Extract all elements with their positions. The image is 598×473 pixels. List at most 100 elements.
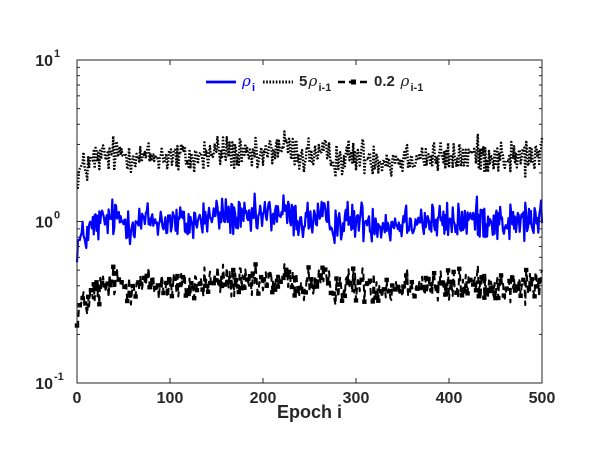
series-marker [317,273,322,278]
series-marker [205,289,211,294]
series-marker [270,289,275,295]
series-marker [166,276,172,282]
series-marker [303,290,308,295]
series-marker [518,293,523,299]
series-marker [515,286,521,291]
series-marker [136,280,141,285]
series-marker [228,279,233,285]
series-marker [264,283,269,288]
series-marker [242,285,247,290]
series-marker [401,284,406,289]
series-line-1 [76,130,544,189]
series-marker [498,273,504,278]
series-marker [116,277,122,282]
series-marker [214,278,219,283]
series-marker [409,279,414,285]
series-markers-2 [74,262,543,328]
x-tick-label: 0 [73,390,82,407]
series-marker [445,268,451,273]
series-marker [526,287,532,292]
series-marker [529,277,534,282]
series-marker [476,294,481,299]
series-marker [434,284,440,290]
series-marker [175,273,180,279]
legend-marker [351,79,356,85]
series-marker [462,289,468,294]
series-marker [203,283,208,289]
series-marker [487,288,493,294]
series-marker [426,276,431,282]
series-marker [493,295,498,301]
series-marker [225,279,230,285]
series-marker [523,267,529,273]
series-marker [479,275,484,280]
series-marker [208,280,214,286]
series-marker [281,275,286,281]
series-marker [437,281,442,286]
series-marker [286,269,292,275]
series-marker [504,286,509,291]
series-marker [138,281,144,287]
series-marker [535,284,540,289]
series-marker [155,283,161,288]
plot-lines [74,130,544,328]
series-marker [91,282,96,287]
series-marker [164,280,169,286]
series-marker [267,272,272,277]
series-marker [468,277,473,283]
legend-subscript-1: i-1 [319,82,332,94]
series-marker [144,273,149,279]
series-marker [236,289,242,295]
x-tick-label: 300 [343,390,370,407]
series-marker [125,298,130,304]
series-marker [334,276,339,281]
x-tick-label: 100 [157,390,184,407]
series-marker [158,283,163,288]
series-marker [217,280,222,286]
series-marker [194,287,200,293]
series-marker [356,280,361,285]
series-marker [482,295,487,300]
series-marker [289,284,295,290]
series-marker [373,295,378,300]
series-marker [459,293,465,298]
series-marker [99,280,105,285]
series-marker [130,283,135,289]
series-marker [97,302,102,307]
y-tick-label: 10 [35,53,53,70]
series-marker [451,269,456,275]
series-marker [353,298,359,303]
series-marker [219,283,225,289]
series-marker [275,284,281,289]
series-marker [284,267,289,272]
series-marker [105,281,110,286]
series-marker [300,289,306,295]
series-marker [314,284,320,289]
series-marker [77,303,82,308]
series-marker [88,288,94,293]
series-marker [147,285,152,290]
series-marker [306,265,311,270]
x-tick-label: 500 [529,390,556,407]
series-marker [512,288,518,293]
series-marker [311,284,317,289]
series-marker [521,277,526,283]
series-marker [150,277,155,283]
series-marker [395,284,401,290]
series-marker [102,283,108,288]
series-marker [507,278,512,284]
series-marker [189,280,194,286]
series-marker [253,262,258,267]
series-marker [186,291,191,297]
series-marker [496,295,501,301]
legend-symbol-2: ρ [400,72,410,90]
series-marker [320,265,325,270]
series-marker [412,294,417,299]
series-marker [470,282,476,287]
series-marker [256,291,261,296]
series-marker [292,293,297,298]
series-marker [111,264,116,269]
series-marker [278,279,283,284]
series-marker [323,267,328,272]
series-marker [331,291,336,296]
